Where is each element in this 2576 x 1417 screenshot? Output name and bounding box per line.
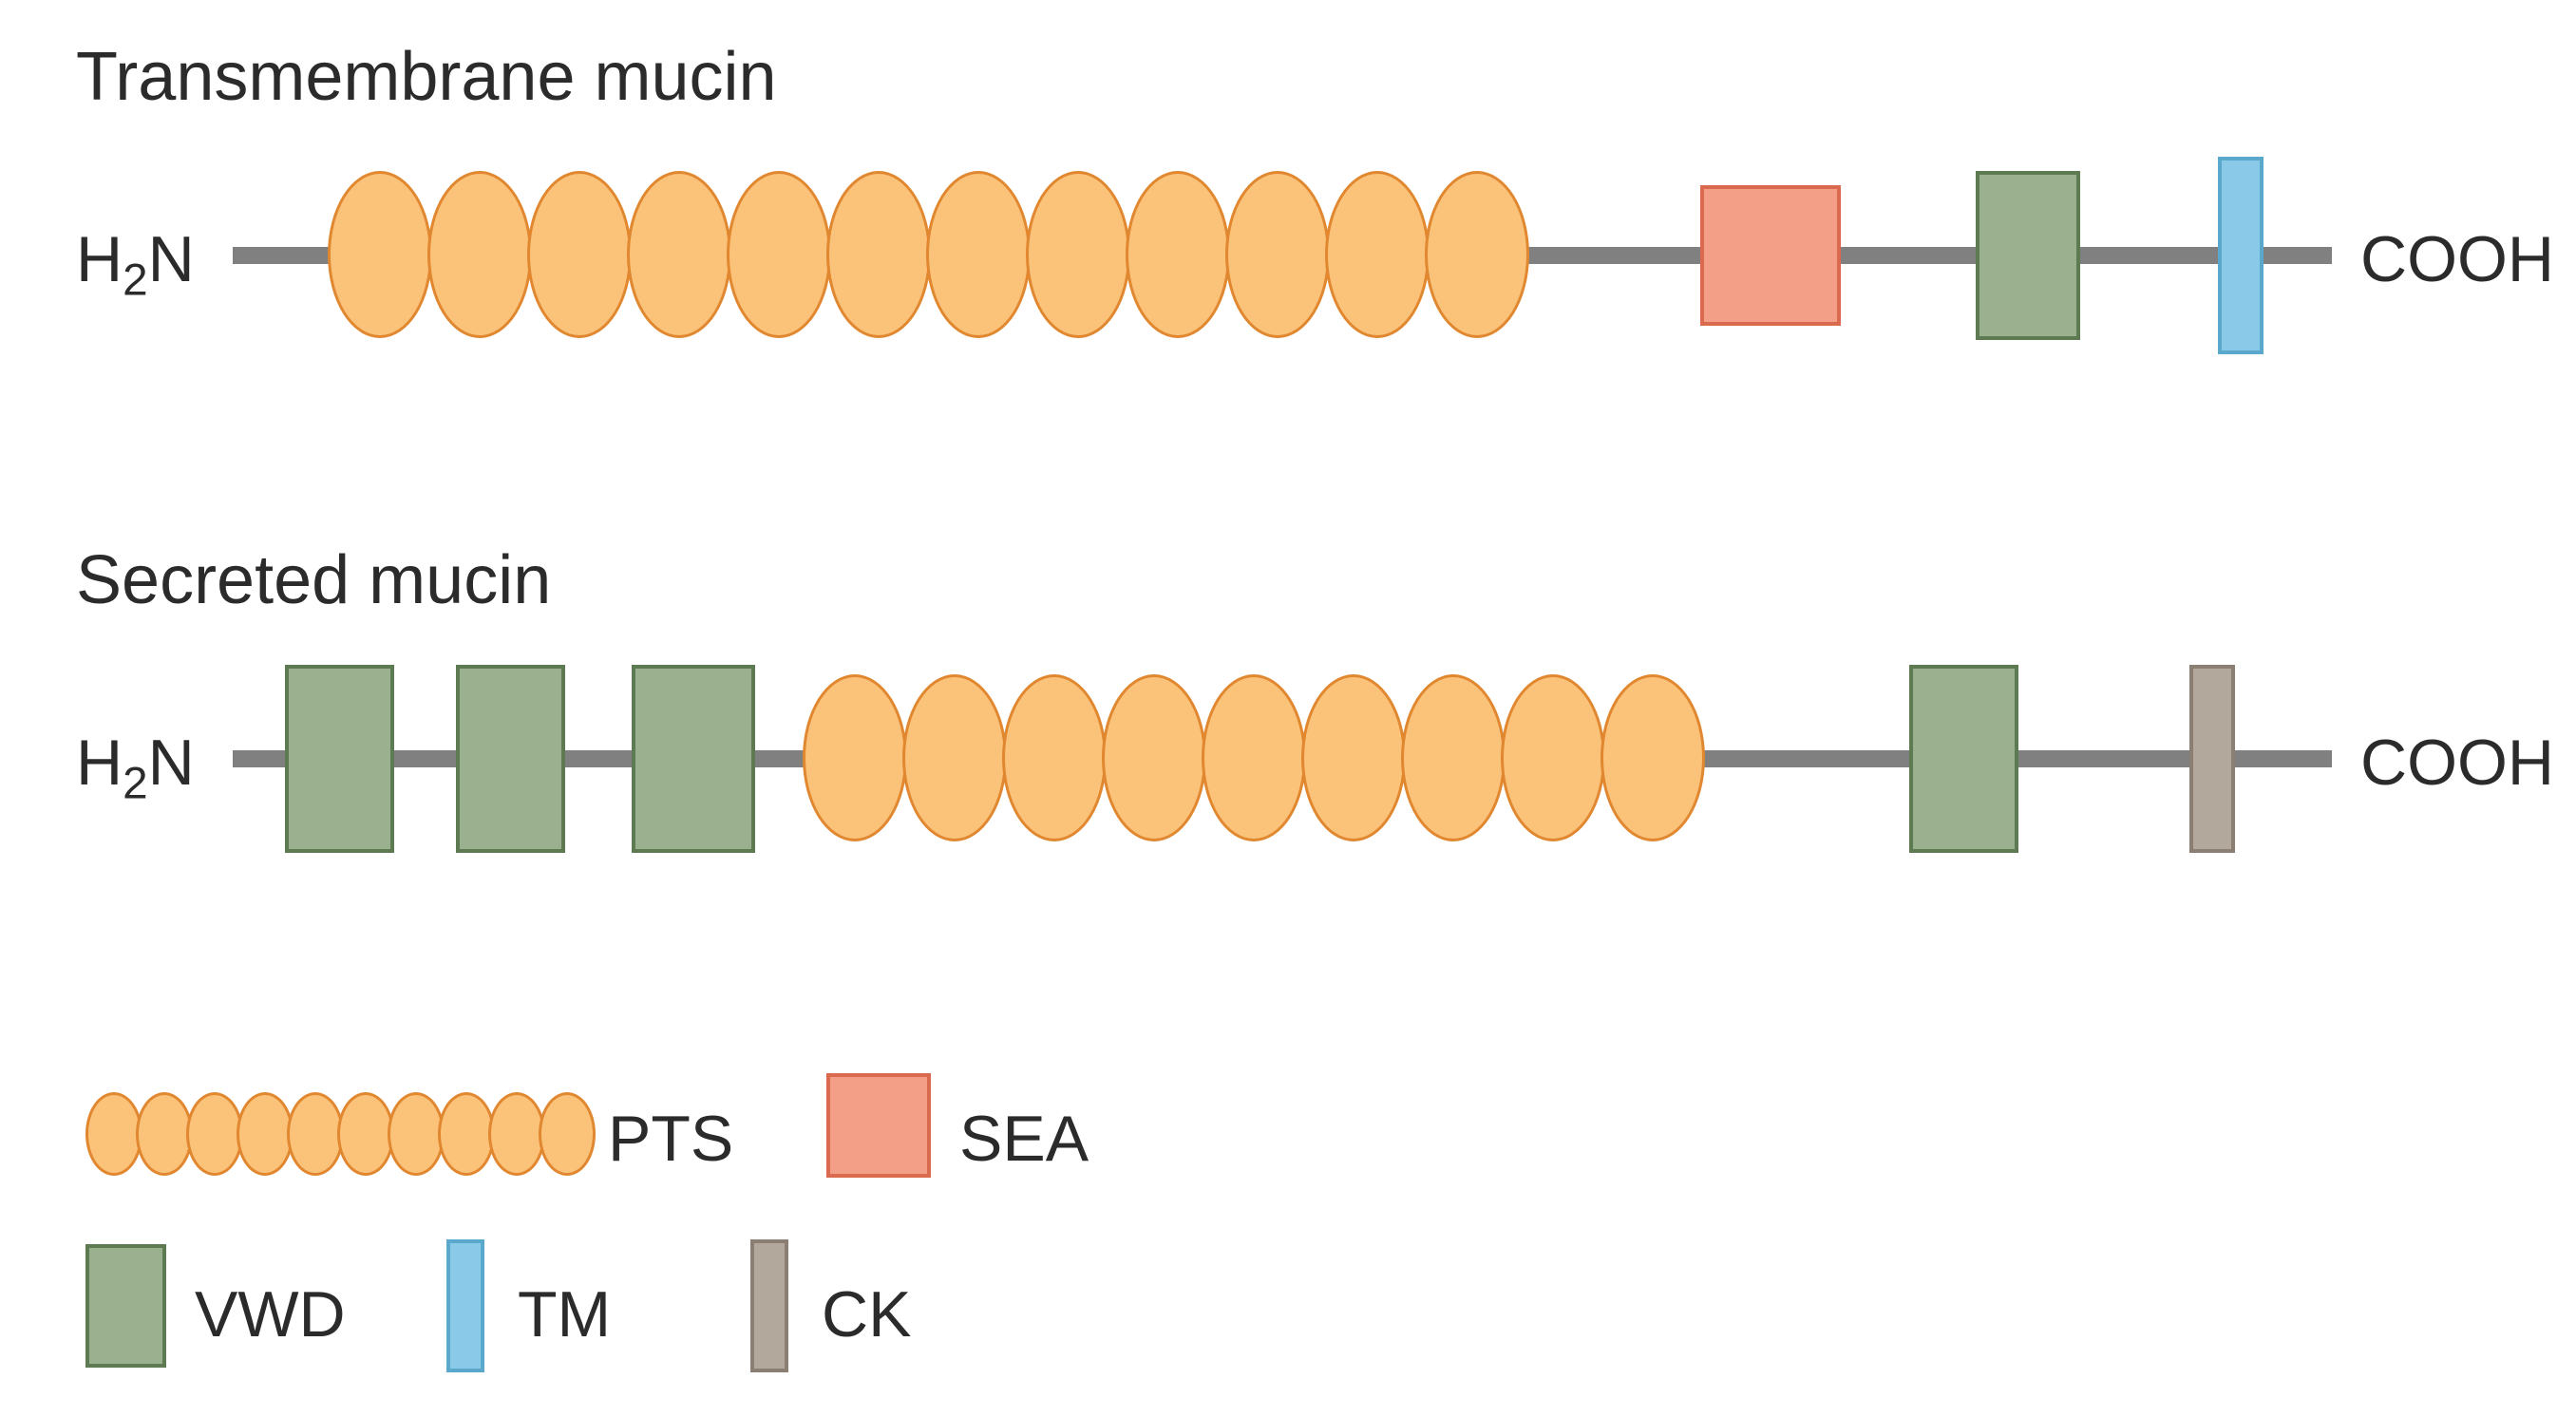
secreted-pts-ellipse — [902, 674, 1007, 841]
legend-pts-ellipse — [388, 1092, 445, 1176]
secreted-pts-ellipse — [1301, 674, 1406, 841]
secreted-ck-domain — [2189, 665, 2235, 853]
legend-tm-swatch — [446, 1239, 484, 1372]
secreted-n-terminus: H2N — [76, 726, 195, 810]
legend-tm-label: TM — [518, 1277, 611, 1351]
transmembrane-title: Transmembrane mucin — [76, 38, 777, 116]
legend-pts-ellipse — [186, 1092, 243, 1176]
legend-pts-ellipse — [539, 1092, 596, 1176]
transmembrane-pts-ellipse — [826, 171, 931, 338]
diagram-canvas: Transmembrane mucin H2N COOH Secreted mu… — [0, 0, 2576, 1417]
transmembrane-pts-ellipse — [1225, 171, 1330, 338]
legend-pts-ellipse — [337, 1092, 394, 1176]
secreted-pts-ellipse — [1102, 674, 1206, 841]
legend-pts-ellipse — [488, 1092, 545, 1176]
secreted-pts-ellipse — [1601, 674, 1705, 841]
secreted-pts-ellipse — [1501, 674, 1605, 841]
secreted-pts-ellipse — [1202, 674, 1306, 841]
legend-ck-swatch — [750, 1239, 788, 1372]
transmembrane-pts-ellipse — [527, 171, 632, 338]
legend-vwd-label: VWD — [195, 1277, 346, 1351]
transmembrane-pts-ellipse — [427, 171, 532, 338]
secreted-vwd-left-domain — [456, 665, 565, 853]
transmembrane-pts-ellipse — [1425, 171, 1529, 338]
transmembrane-vwd-domain — [1976, 171, 2080, 340]
legend-ck-label: CK — [822, 1277, 911, 1351]
legend-pts-label: PTS — [608, 1102, 733, 1176]
legend-pts-ellipse — [287, 1092, 344, 1176]
secreted-vwd-left-domain — [632, 665, 755, 853]
secreted-pts-ellipse — [1002, 674, 1107, 841]
transmembrane-pts-ellipse — [328, 171, 432, 338]
transmembrane-pts-ellipse — [1126, 171, 1230, 338]
transmembrane-sea-domain — [1700, 185, 1841, 326]
secreted-vwd-right-domain — [1909, 665, 2018, 853]
transmembrane-c-terminus: COOH — [2360, 222, 2554, 296]
secreted-vwd-left-domain — [285, 665, 394, 853]
transmembrane-pts-ellipse — [727, 171, 831, 338]
secreted-c-terminus: COOH — [2360, 726, 2554, 800]
transmembrane-n-terminus: H2N — [76, 222, 195, 307]
legend-sea-swatch — [826, 1073, 931, 1178]
transmembrane-pts-ellipse — [1026, 171, 1130, 338]
transmembrane-pts-ellipse — [627, 171, 731, 338]
legend-pts-ellipse — [237, 1092, 294, 1176]
transmembrane-tm-domain — [2218, 157, 2263, 354]
secreted-pts-ellipse — [1401, 674, 1506, 841]
legend-sea-label: SEA — [959, 1102, 1089, 1176]
legend-pts-ellipse — [438, 1092, 495, 1176]
transmembrane-pts-ellipse — [926, 171, 1031, 338]
secreted-title: Secreted mucin — [76, 541, 551, 619]
legend-vwd-swatch — [85, 1244, 166, 1368]
transmembrane-pts-ellipse — [1325, 171, 1430, 338]
legend-pts-ellipse — [136, 1092, 193, 1176]
legend-pts-ellipse — [85, 1092, 142, 1176]
secreted-pts-ellipse — [803, 674, 907, 841]
